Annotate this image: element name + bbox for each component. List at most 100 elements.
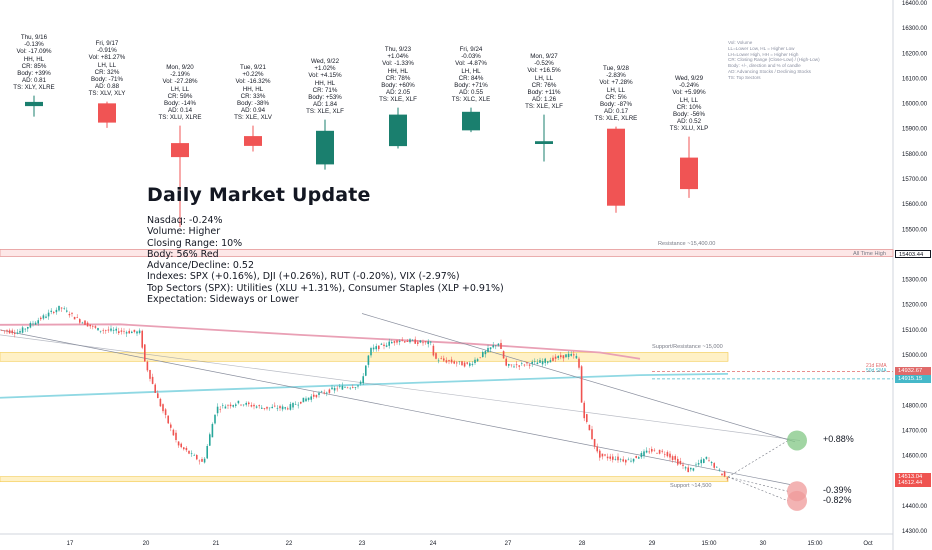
annotation-line: HH, HL xyxy=(242,85,264,93)
annotation-line: Vol: +81.27% xyxy=(88,54,126,62)
daily-annotation: Mon, 9/20 -2.19% Vol: -27.28% LH, LL CR: 59%… xyxy=(148,64,212,122)
intraday-candle-body xyxy=(185,447,188,451)
intraday-candle-body xyxy=(502,351,505,359)
intraday-candle-body xyxy=(557,355,559,359)
daily-annotation: Mon, 9/27 -0.52% Vol: +16.5% LH, LL CR: 76% B… xyxy=(512,53,576,111)
intraday-candle-body xyxy=(349,387,351,389)
daily-candle-body xyxy=(680,157,698,190)
intraday-candle-body xyxy=(393,341,396,343)
all-time-high-label: All Time High xyxy=(853,250,886,257)
intraday-candle-body xyxy=(190,453,193,454)
intraday-candle-body xyxy=(653,449,656,451)
intraday-candle-body xyxy=(531,361,533,364)
intraday-candle-body xyxy=(110,328,112,331)
annotation-line: LH, LL xyxy=(679,96,699,104)
intraday-candle-body xyxy=(448,360,450,362)
intraday-candle-body xyxy=(131,331,133,334)
intraday-candle-body xyxy=(518,365,520,367)
intraday-candle-body xyxy=(211,424,214,438)
intraday-candle-body xyxy=(219,408,221,410)
intraday-candle-body xyxy=(690,467,692,470)
intraday-candle-body xyxy=(703,459,705,463)
annotation-line: AD: 1.84 xyxy=(312,101,338,109)
intraday-candle-body xyxy=(463,362,466,367)
annotation-line: Body: +53% xyxy=(308,94,342,102)
intraday-candle-body xyxy=(643,451,645,456)
intraday-candle-body xyxy=(453,361,455,364)
intraday-candle-body xyxy=(336,388,338,390)
annotation-line: LH, LL xyxy=(170,85,190,93)
intraday-candle-body xyxy=(263,407,266,409)
intraday-candle-body xyxy=(614,458,617,460)
y-tick-label: 14700.00 xyxy=(902,428,928,434)
intraday-candle-body xyxy=(86,322,89,327)
intraday-candle-body xyxy=(578,358,580,368)
intraday-candle-body xyxy=(622,459,624,462)
annotation-date: Fri, 9/17 xyxy=(95,40,119,47)
support-resistance-label: Support/Resistance ~15,000 xyxy=(652,344,723,351)
intraday-candle-body xyxy=(357,385,359,387)
annotation-line: AD: 0.14 xyxy=(167,107,193,115)
intraday-candle-body xyxy=(404,341,406,343)
intraday-candle-body xyxy=(292,402,294,408)
intraday-candle-body xyxy=(424,341,427,343)
intraday-candle-body xyxy=(586,414,588,422)
intraday-candle-body xyxy=(102,330,104,331)
intraday-candle-body xyxy=(339,386,341,387)
annotation-line: CR: 76% xyxy=(531,81,557,89)
annotation-line: Body: -56% xyxy=(673,111,705,119)
annotation-line: CR: 32% xyxy=(94,68,120,76)
y-tick-label: 16200.00 xyxy=(902,51,928,57)
intraday-candle-body xyxy=(648,451,650,453)
intraday-candle-body xyxy=(427,341,429,345)
intraday-candle-body xyxy=(76,317,78,318)
intraday-candle-body xyxy=(721,473,723,476)
intraday-candle-body xyxy=(726,477,728,479)
update-line: Body: 56% Red xyxy=(147,248,219,260)
intraday-candle-body xyxy=(40,317,42,320)
intraday-candle-body xyxy=(515,364,518,366)
intraday-candle-body xyxy=(570,354,572,356)
annotation-line: AD: 0.17 xyxy=(603,108,629,116)
intraday-candle-body xyxy=(445,360,448,363)
x-tick-label: 15:00 xyxy=(701,541,717,547)
annotation-line: CR: 33% xyxy=(240,92,266,100)
intraday-candle-body xyxy=(534,361,536,362)
annotation-line: TS: XLE, XLF xyxy=(525,103,563,111)
sma50-line xyxy=(0,372,729,399)
intraday-candle-body xyxy=(68,313,71,316)
x-tick-label: 24 xyxy=(430,541,437,547)
daily-candle-body xyxy=(171,143,189,158)
intraday-candle-body xyxy=(705,456,708,459)
legend-entry: TS: Top Sectors xyxy=(728,74,761,80)
daily-annotation: Thu, 9/23 +1.04% Vol: -1.33% HH, HL CR: 78% B… xyxy=(366,46,430,104)
intraday-candle-body xyxy=(240,404,242,406)
intraday-candle-body xyxy=(172,429,175,436)
annotation-line: LH, LL xyxy=(97,61,117,69)
intraday-candle-body xyxy=(307,397,310,400)
intraday-candle-body xyxy=(388,341,390,346)
intraday-candle-body xyxy=(521,363,523,364)
intraday-candle-body xyxy=(596,446,598,452)
intraday-candle-body xyxy=(297,404,299,406)
intraday-candle-body xyxy=(177,441,180,446)
intraday-candle-body xyxy=(609,456,611,459)
intraday-candle-body xyxy=(157,393,159,399)
intraday-candle-body xyxy=(489,347,492,350)
intraday-candle-body xyxy=(3,330,6,332)
intraday-candle-body xyxy=(549,360,552,363)
intraday-candle-body xyxy=(203,458,206,463)
annotation-line: -0.24% xyxy=(679,82,699,90)
y-tick-label: 14600.00 xyxy=(902,454,928,460)
annotation-line: CR: 59% xyxy=(167,92,193,100)
intraday-candle-body xyxy=(237,400,240,404)
intraday-candle-body xyxy=(133,329,136,332)
daily-candle-body xyxy=(244,136,262,146)
intraday-candle-body xyxy=(180,443,182,448)
intraday-candle-body xyxy=(476,359,479,362)
intraday-candle-body xyxy=(497,343,500,346)
annotation-line: Vol: -27.28% xyxy=(162,78,198,86)
intraday-candle-body xyxy=(487,347,489,353)
intraday-candle-body xyxy=(11,330,13,334)
